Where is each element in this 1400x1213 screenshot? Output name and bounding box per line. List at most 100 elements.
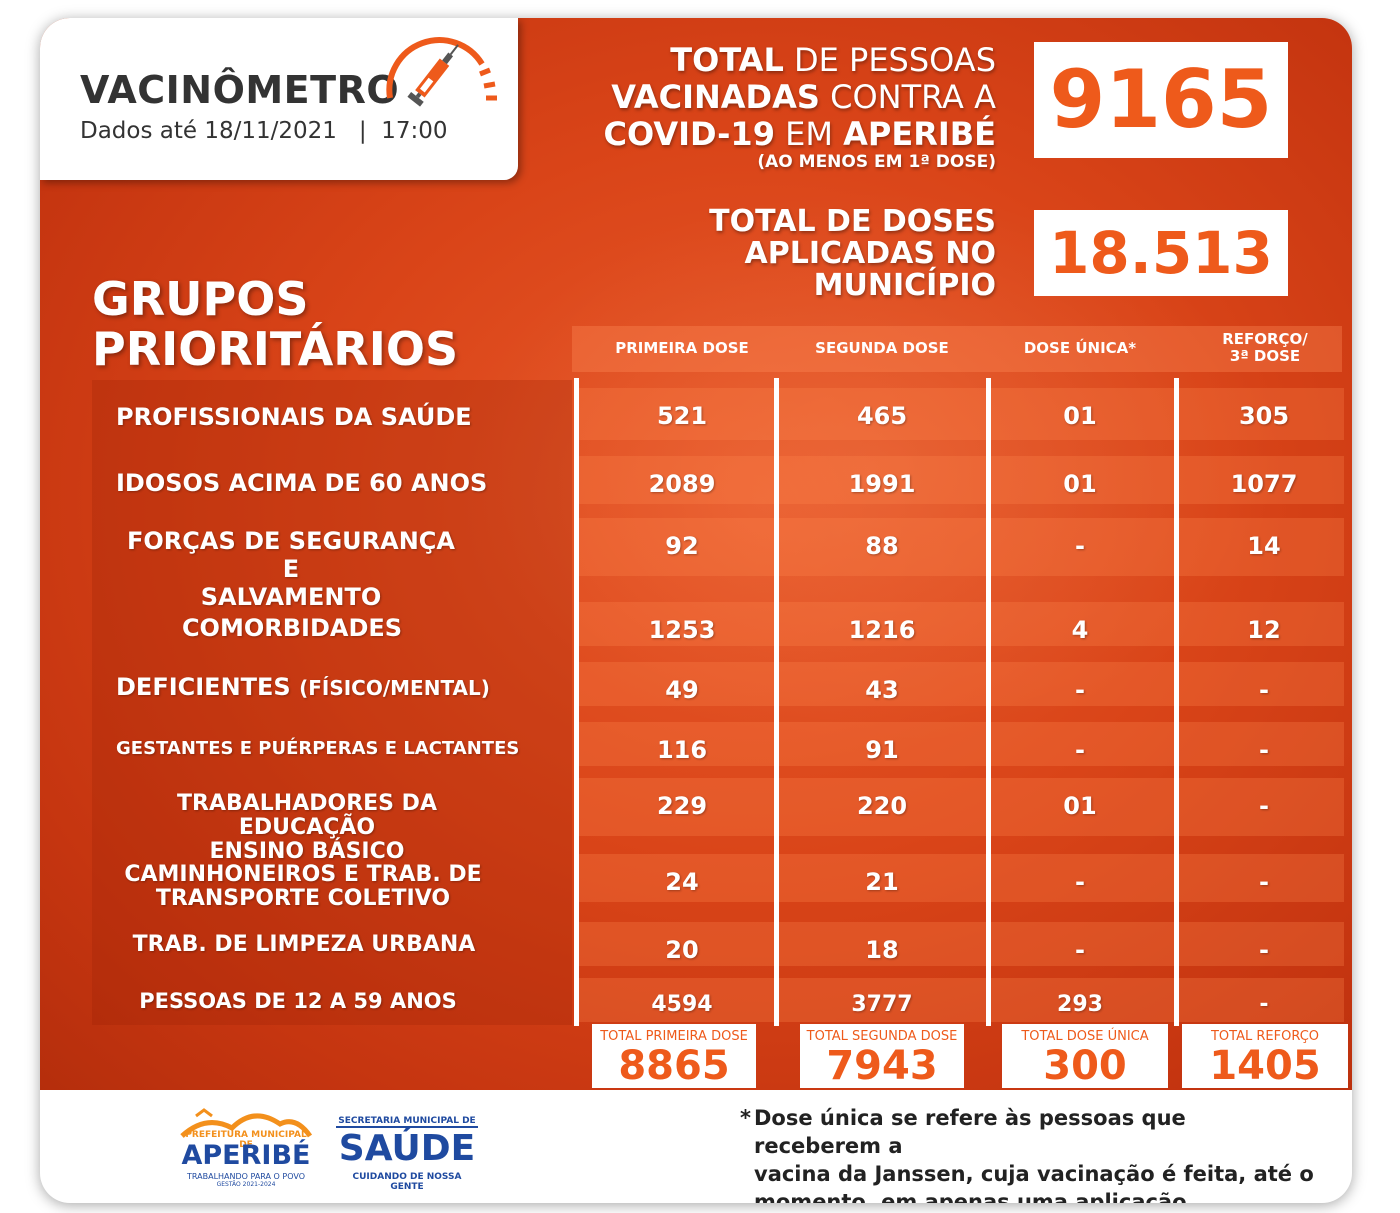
table-cell: 92 xyxy=(665,532,699,560)
col-dose-unica: DOSE ÚNICA* xyxy=(1023,339,1137,357)
table-cell-bg xyxy=(990,922,1174,966)
table-cell: 49 xyxy=(665,676,699,704)
table-cell-bg xyxy=(1178,854,1344,902)
table-cell-bg xyxy=(574,778,774,836)
table-cell: - xyxy=(1075,868,1085,896)
table-cell-bg xyxy=(1178,978,1344,1022)
row-label: COMORBIDADES xyxy=(181,614,403,642)
table-cell: 01 xyxy=(1063,792,1097,820)
table-cell: - xyxy=(1075,676,1085,704)
table-cell-bg xyxy=(990,854,1174,902)
column-divider xyxy=(986,378,991,1026)
row-label: TRABALHADORES DA EDUCAÇÃO ENSINO BÁSICO xyxy=(177,791,437,864)
table-cell-bg xyxy=(1178,662,1344,706)
table-cell-bg xyxy=(990,778,1174,836)
table-cell-bg xyxy=(778,518,986,576)
table-cell-bg xyxy=(778,662,986,706)
column-divider xyxy=(1174,378,1179,1026)
table-cell: 465 xyxy=(856,402,908,430)
table-cell: - xyxy=(1259,936,1269,964)
table-cell-bg xyxy=(574,662,774,706)
row-label: TRAB. DE LIMPEZA URBANA xyxy=(132,932,476,957)
table-cell-bg xyxy=(574,722,774,766)
table-cell: - xyxy=(1259,676,1269,704)
group-label-panel xyxy=(92,380,572,1025)
table-cell: 1991 xyxy=(848,470,916,498)
table-cell: 91 xyxy=(865,736,899,764)
prefeitura-aperibe-logo: PREFEITURA MUNICIPAL DE APERIBÉ TRABALHA… xyxy=(176,1102,316,1188)
table-cell: 24 xyxy=(665,868,699,896)
column-divider xyxy=(574,378,579,1026)
table-cell: 21 xyxy=(865,868,899,896)
mountain-logo-icon xyxy=(180,1108,313,1138)
total-pessoas-value: 9165 xyxy=(1034,42,1288,158)
vacinometro-card: VACINÔMETRO Dados até 18/11/2021 | 17:00… xyxy=(40,18,1352,1203)
table-cell: 14 xyxy=(1247,532,1281,560)
table-cell: 01 xyxy=(1063,470,1097,498)
table-cell: 18 xyxy=(865,936,899,964)
total-pessoas-title: TOTAL DE PESSOAS VACINADAS CONTRA A COVI… xyxy=(603,41,996,172)
table-cell: 01 xyxy=(1063,402,1097,430)
table-cell-bg xyxy=(990,456,1174,504)
column-header-bar xyxy=(572,326,1342,372)
brand-title: VACINÔMETRO xyxy=(80,68,400,112)
col-primeira-dose: PRIMEIRA DOSE xyxy=(615,339,749,357)
table-cell-bg xyxy=(1178,388,1344,440)
table-cell-bg xyxy=(778,778,986,836)
table-cell-bg xyxy=(574,602,774,646)
table-cell: - xyxy=(1075,736,1085,764)
table-cell-bg xyxy=(990,602,1174,646)
row-label: FORÇAS DE SEGURANÇA E SALVAMENTO xyxy=(127,527,455,611)
row-label: IDOSOS ACIMA DE 60 ANOS xyxy=(116,469,488,497)
table-cell: 88 xyxy=(865,532,899,560)
table-cell-bg xyxy=(1178,518,1344,576)
row-label: PESSOAS DE 12 A 59 ANOS xyxy=(139,989,457,1013)
table-cell-bg xyxy=(574,978,774,1022)
table-cell-bg xyxy=(778,722,986,766)
speedometer-syringe-icon xyxy=(386,37,497,107)
table-cell-bg xyxy=(990,978,1174,1022)
row-label: PROFISSIONAIS DA SAÚDE xyxy=(116,403,472,431)
table-cell-bg xyxy=(574,922,774,966)
table-cell: 305 xyxy=(1238,402,1290,430)
col-segunda-dose: SEGUNDA DOSE xyxy=(815,339,949,357)
total-doses-value: 18.513 xyxy=(1034,210,1288,296)
table-cell-bg xyxy=(1178,722,1344,766)
table-cell-bg xyxy=(1178,602,1344,646)
total-doses-title: TOTAL DE DOSES APLICADAS NO MUNICÍPIO xyxy=(709,204,996,303)
dose-unica-footnote: * Dose única se refere às pessoas que re… xyxy=(740,1106,1314,1203)
table-cell: 220 xyxy=(856,792,908,820)
row-label: DEFICIENTES (FÍSICO/MENTAL) xyxy=(116,673,490,701)
table-cell-bg xyxy=(778,456,986,504)
header-box: VACINÔMETRO Dados até 18/11/2021 | 17:00 xyxy=(40,18,518,180)
table-cell: 1216 xyxy=(848,616,916,644)
table-cell: - xyxy=(1259,792,1269,820)
column-divider xyxy=(774,378,779,1026)
table-cell-bg xyxy=(778,388,986,440)
table-cell-bg xyxy=(1178,922,1344,966)
table-cell: 116 xyxy=(656,736,708,764)
table-cell: 229 xyxy=(656,792,708,820)
table-cell: 12 xyxy=(1247,616,1281,644)
table-cell: 4 xyxy=(1071,616,1089,644)
table-cell-bg xyxy=(778,922,986,966)
total-reforco: TOTAL REFORÇO 1405 xyxy=(1182,1024,1348,1088)
total-primeira-dose: TOTAL PRIMEIRA DOSE 8865 xyxy=(592,1024,756,1088)
table-cell: 4594 xyxy=(651,992,713,1017)
table-cell: - xyxy=(1259,736,1269,764)
table-cell: 2089 xyxy=(648,470,716,498)
table-cell-bg xyxy=(574,518,774,576)
table-cell: 293 xyxy=(1057,992,1103,1017)
table-cell-bg xyxy=(990,662,1174,706)
table-cell-bg xyxy=(574,456,774,504)
table-cell: 20 xyxy=(665,936,699,964)
table-cell: 1077 xyxy=(1230,470,1298,498)
total-dose-unica: TOTAL DOSE ÚNICA 300 xyxy=(1002,1024,1168,1088)
table-cell-bg xyxy=(990,388,1174,440)
table-cell-bg xyxy=(778,854,986,902)
table-cell-bg xyxy=(574,388,774,440)
date-label: Dados até 18/11/2021 | 17:00 xyxy=(80,118,448,144)
table-cell-bg xyxy=(1178,778,1344,836)
table-cell: - xyxy=(1259,992,1269,1017)
grupos-title: GRUPOS PRIORITÁRIOS xyxy=(92,272,459,376)
